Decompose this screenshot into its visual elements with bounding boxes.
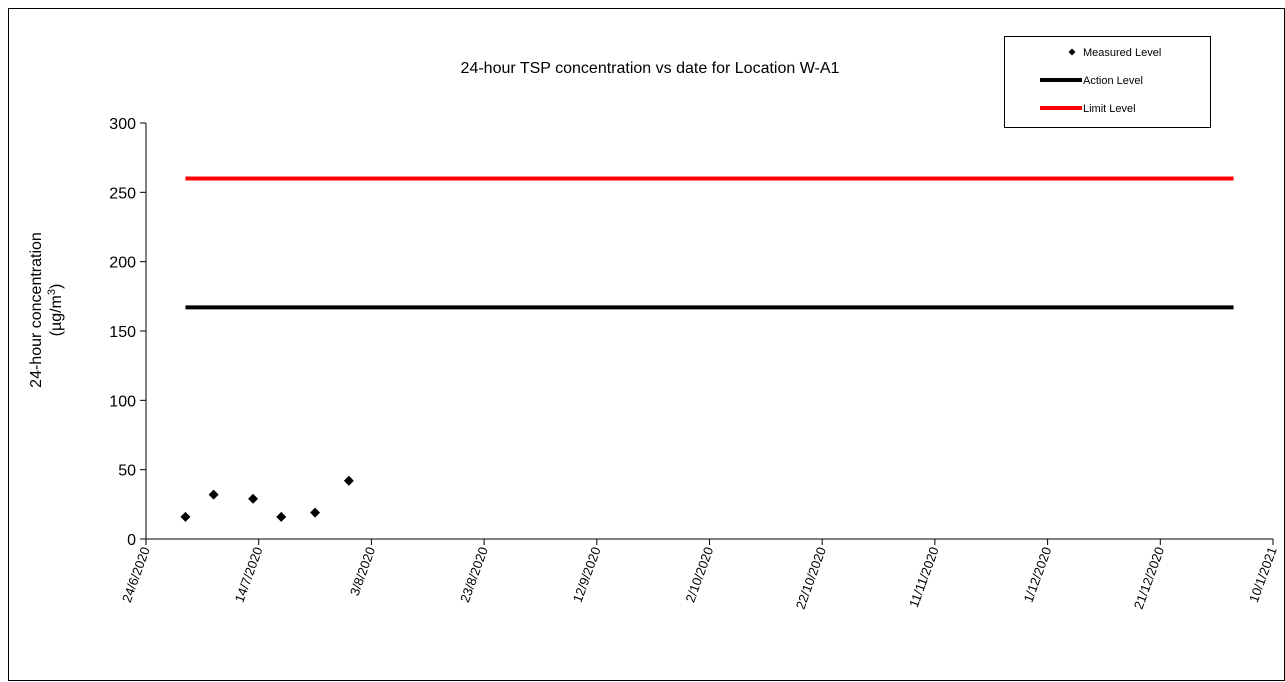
y-axis-label-unit-suffix: ) [48,284,65,289]
data-point-marker [276,511,287,522]
legend-marker-measured-level [1068,48,1076,56]
legend-label-action-level: Action Level [1083,75,1143,87]
y-tick-label: 150 [109,324,136,341]
data-point-marker [208,489,219,500]
y-axis-label-unit-prefix: (µg/m [48,295,65,336]
legend-label-limit-level: Limit Level [1083,103,1136,115]
y-tick-label: 100 [109,393,136,410]
y-tick-label: 250 [109,185,136,202]
data-point-marker [310,507,321,518]
y-axis-label-line1: 24-hour concentration [28,232,45,388]
y-axis-label: 24-hour concentration (µg/m3) [28,232,65,388]
y-axis-label-line2: (µg/m3) [46,284,65,337]
legend: Measured Level Action Level Limit Level [1004,36,1211,128]
chart-title: 24-hour TSP concentration vs date for Lo… [461,60,840,77]
plot-area [180,176,1234,522]
y-tick-label: 300 [109,116,136,133]
data-point-marker [248,493,259,504]
legend-label-measured-level: Measured Level [1083,47,1161,59]
data-point-marker [180,511,191,522]
y-axis-label-unit-superscript: 3 [46,289,58,295]
legend-box [1004,36,1211,128]
y-tick-label: 50 [118,463,136,480]
y-tick-label: 200 [109,255,136,272]
data-point-marker [343,475,354,486]
y-tick-label: 0 [127,532,136,549]
